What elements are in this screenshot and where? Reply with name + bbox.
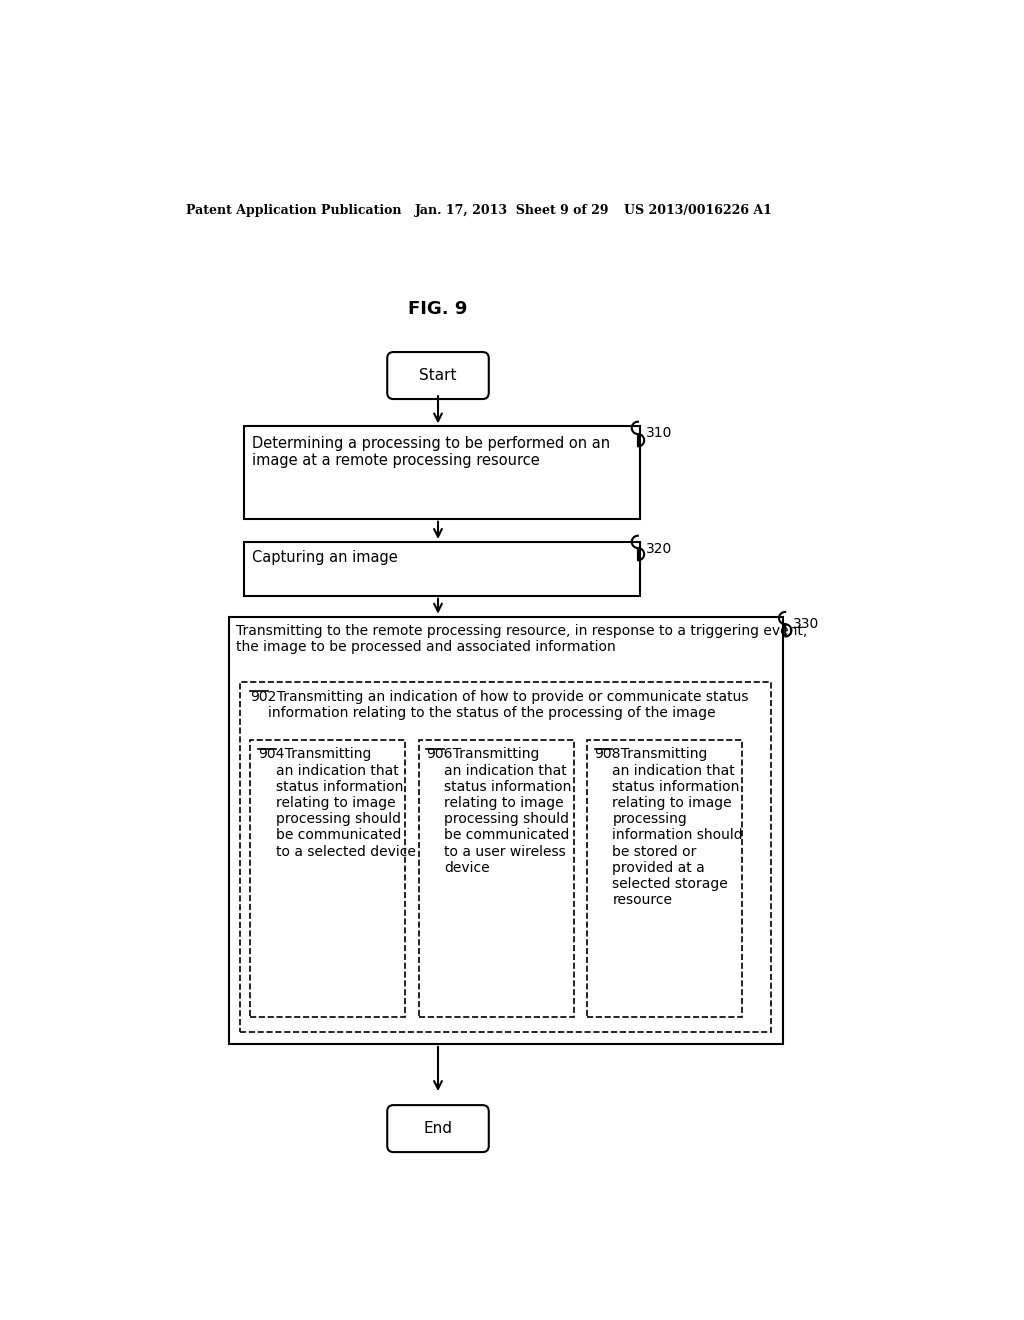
Bar xyxy=(228,616,783,1044)
Text: Jan. 17, 2013  Sheet 9 of 29: Jan. 17, 2013 Sheet 9 of 29 xyxy=(415,205,609,218)
FancyBboxPatch shape xyxy=(387,352,488,399)
Text: 908: 908 xyxy=(595,747,621,762)
FancyBboxPatch shape xyxy=(387,1105,488,1152)
Bar xyxy=(241,682,771,1032)
Text: 310: 310 xyxy=(646,426,672,441)
Bar xyxy=(587,739,741,1016)
Text: Capturing an image: Capturing an image xyxy=(252,549,397,565)
Text: Patent Application Publication: Patent Application Publication xyxy=(186,205,401,218)
Bar xyxy=(419,739,573,1016)
Text: End: End xyxy=(424,1121,453,1137)
Text: 906: 906 xyxy=(426,747,453,762)
Text: Transmitting an indication of how to provide or communicate status
information r: Transmitting an indication of how to pro… xyxy=(268,689,749,719)
Text: 902: 902 xyxy=(250,689,276,704)
Text: US 2013/0016226 A1: US 2013/0016226 A1 xyxy=(624,205,772,218)
Text: 904: 904 xyxy=(258,747,285,762)
Text: FIG. 9: FIG. 9 xyxy=(409,300,468,318)
Bar xyxy=(245,426,640,519)
Bar xyxy=(245,541,640,595)
Text: Determining a processing to be performed on an
image at a remote processing reso: Determining a processing to be performed… xyxy=(252,436,610,469)
Text: Transmitting
an indication that
status information
relating to image
processing : Transmitting an indication that status i… xyxy=(276,747,416,858)
Text: Transmitting to the remote processing resource, in response to a triggering even: Transmitting to the remote processing re… xyxy=(237,624,808,655)
Text: Start: Start xyxy=(419,368,457,383)
Bar xyxy=(251,739,406,1016)
Text: Transmitting
an indication that
status information
relating to image
processing : Transmitting an indication that status i… xyxy=(444,747,571,875)
Text: Transmitting
an indication that
status information
relating to image
processing
: Transmitting an indication that status i… xyxy=(612,747,743,907)
Text: 330: 330 xyxy=(793,616,819,631)
Text: 320: 320 xyxy=(646,543,672,556)
